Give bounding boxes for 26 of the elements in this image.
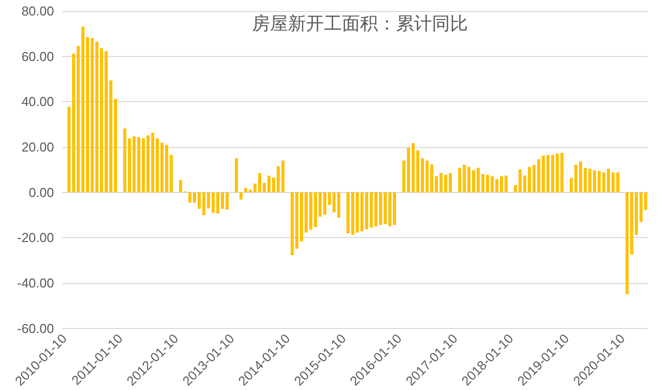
y-tick-label: 80.00: [21, 4, 54, 18]
bar: [290, 192, 294, 256]
bar: [160, 142, 164, 192]
bar: [606, 168, 610, 192]
y-tick-label: -40.00: [17, 275, 54, 290]
bar: [234, 158, 238, 192]
bar: [240, 192, 243, 200]
y-tick-label: 40.00: [21, 94, 54, 110]
bar: [392, 192, 396, 225]
bar: [458, 168, 462, 192]
bar: [546, 154, 550, 192]
y-tick-label: 20.00: [21, 139, 54, 154]
y-tick-label: 0.00: [28, 184, 54, 200]
bar: [592, 170, 596, 192]
bar: [244, 188, 248, 192]
bar: [314, 192, 318, 227]
bar: [560, 152, 564, 192]
chart-title: 房屋新开工面积：累计同比: [252, 14, 468, 34]
y-tick-label: -20.00: [17, 230, 54, 246]
bar: [170, 154, 173, 192]
bar: [360, 192, 364, 232]
bar: [500, 176, 504, 192]
y-tick-label: 60.00: [21, 48, 54, 64]
y-tick-label: -60.00: [17, 320, 54, 336]
bar: [448, 173, 452, 192]
bar: [346, 192, 350, 234]
